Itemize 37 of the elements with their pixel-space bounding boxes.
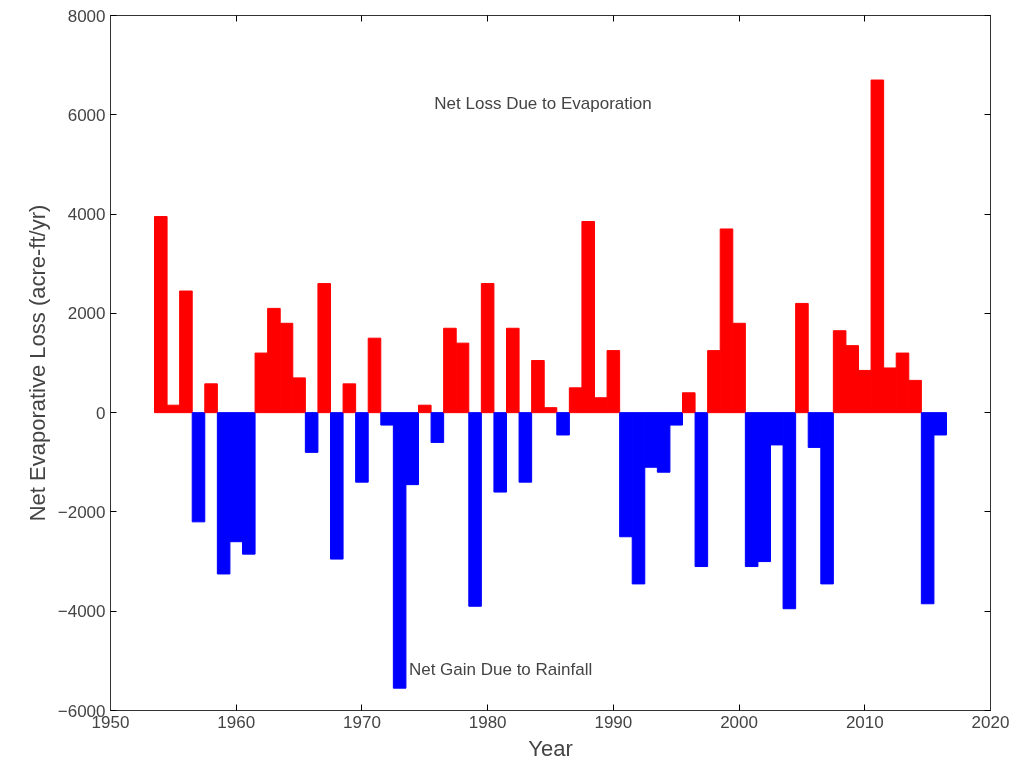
bar [556,412,570,436]
bar [342,383,357,414]
bar [355,412,369,483]
bar [506,327,520,414]
y-tick-label: −2000 [57,502,106,522]
bar [493,412,507,493]
bar [330,412,344,560]
bar [367,337,382,414]
x-tick-label: 1960 [217,712,256,732]
x-tick-label: 1970 [343,712,381,732]
annotation: Net Gain Due to Rainfall [408,660,593,680]
y-tick-label: 4000 [67,205,106,225]
x-tick-label: 2020 [971,712,1010,732]
bar [694,412,709,568]
x-tick-label: 2010 [845,712,884,732]
y-tick-label: 8000 [67,6,106,26]
bar [191,412,206,523]
bar [795,302,809,414]
x-tick-label: 1980 [468,712,507,732]
y-tick-label: 0 [96,403,106,423]
x-axis-title: Year [528,735,573,761]
bar [430,412,445,443]
y-tick-label: −4000 [57,602,106,622]
bar [317,283,331,414]
annotation: Net Loss Due to Evaporation [434,93,652,113]
x-tick-label: 2000 [720,712,758,732]
bar [480,283,495,414]
y-tick-label: 2000 [67,304,106,324]
x-tick-label: 1990 [594,712,633,732]
bar [468,412,482,607]
y-tick-label: 6000 [67,105,106,125]
y-axis-title: Net Evaporative Loss (acre-ft/yr) [24,204,50,522]
bar [304,412,319,453]
bar [204,383,218,414]
bar [682,392,696,414]
bar [418,404,432,414]
bar [518,412,533,483]
